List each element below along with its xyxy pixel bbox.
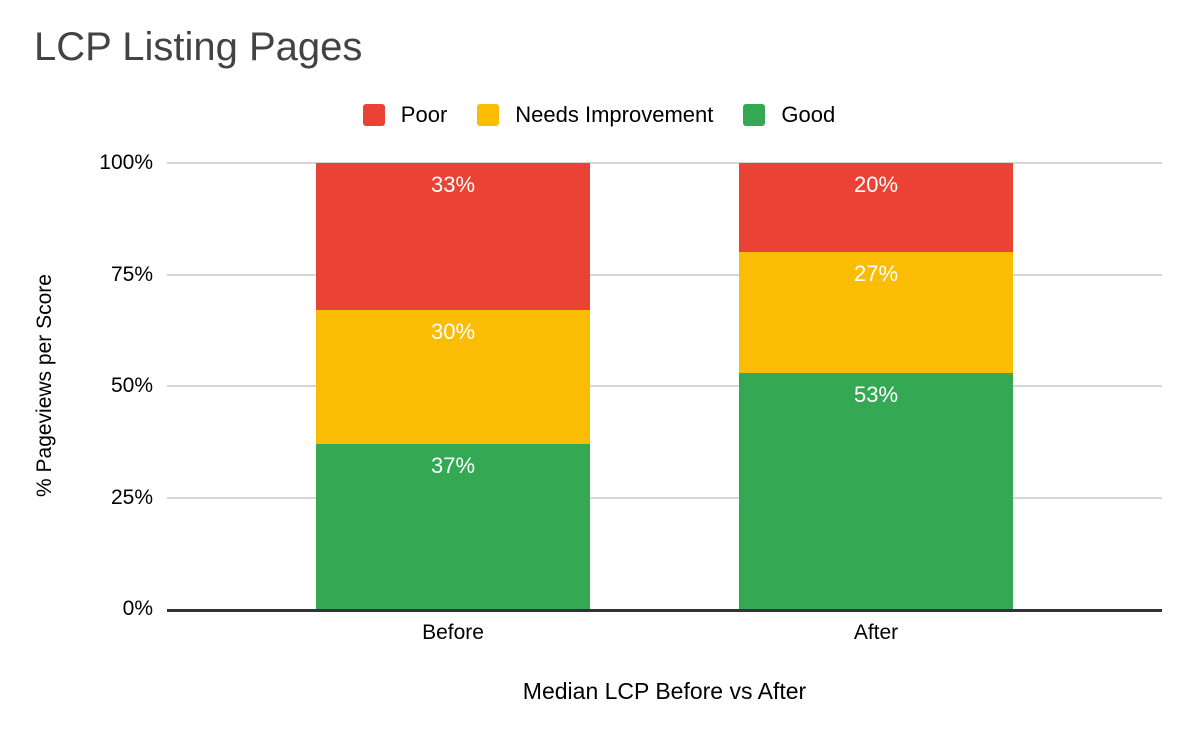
legend-label: Poor — [400, 102, 448, 127]
legend-label: Needs Improvement — [515, 102, 714, 127]
bar-segment-before-poor: 33% — [316, 163, 590, 311]
bar-segment-after-needs-improvement: 27% — [739, 252, 1013, 373]
legend-swatch-icon — [362, 104, 385, 126]
x-axis-line — [167, 609, 1162, 612]
y-tick-label-50%: 50% — [110, 374, 153, 397]
y-tick-label-25%: 25% — [110, 485, 153, 509]
gridline-75% — [167, 273, 1162, 276]
bar-before: 33% 30% 37% — [316, 163, 590, 609]
data-label: 27% — [853, 261, 899, 287]
legend-item-poor: Poor — [362, 102, 448, 127]
bar-segment-after-good: 53% — [739, 372, 1013, 609]
data-label: 53% — [853, 381, 899, 407]
data-label: 37% — [430, 452, 476, 478]
x-axis-title: Median LCP Before vs After — [522, 678, 807, 704]
bar-segment-before-good: 37% — [316, 443, 590, 609]
legend-swatch-icon — [743, 104, 766, 126]
bar-after: 20% 27% 53% — [739, 163, 1013, 609]
y-tick-label-0%: 0% — [122, 597, 153, 620]
bar-segment-after-poor: 20% — [739, 163, 1013, 253]
legend: Poor Needs Improvement Good — [0, 103, 1198, 127]
bars: 33% 30% 37% 20% 27% 53% — [167, 163, 1162, 609]
legend-item-good: Good — [743, 103, 835, 127]
gridline-50% — [167, 385, 1162, 387]
x-tick-label-before: Before — [422, 621, 484, 644]
chart-title: LCP Listing Pages — [34, 25, 363, 69]
legend-item-needs-improvement: Needs Improvement — [477, 103, 713, 127]
legend-swatch-icon — [477, 104, 500, 126]
bar-segment-before-needs-improvement: 30% — [316, 310, 590, 444]
legend-label: Good — [781, 102, 836, 127]
plot-area: 33% 30% 37% 20% 27% 53% — [167, 162, 1162, 609]
data-label: 20% — [853, 172, 899, 197]
x-tick-label-after: After — [853, 621, 899, 644]
x-axis-tick-labels: Before After — [167, 620, 1162, 646]
data-label: 30% — [430, 319, 476, 345]
gridline-25% — [167, 496, 1162, 499]
y-axis-tick-labels: 0% 25% 50% 75% 100% — [0, 151, 153, 620]
data-label: 33% — [430, 172, 476, 197]
y-tick-label-75%: 75% — [110, 262, 153, 286]
gridline-100% — [167, 162, 1162, 164]
y-tick-label-100%: 100% — [99, 151, 153, 174]
